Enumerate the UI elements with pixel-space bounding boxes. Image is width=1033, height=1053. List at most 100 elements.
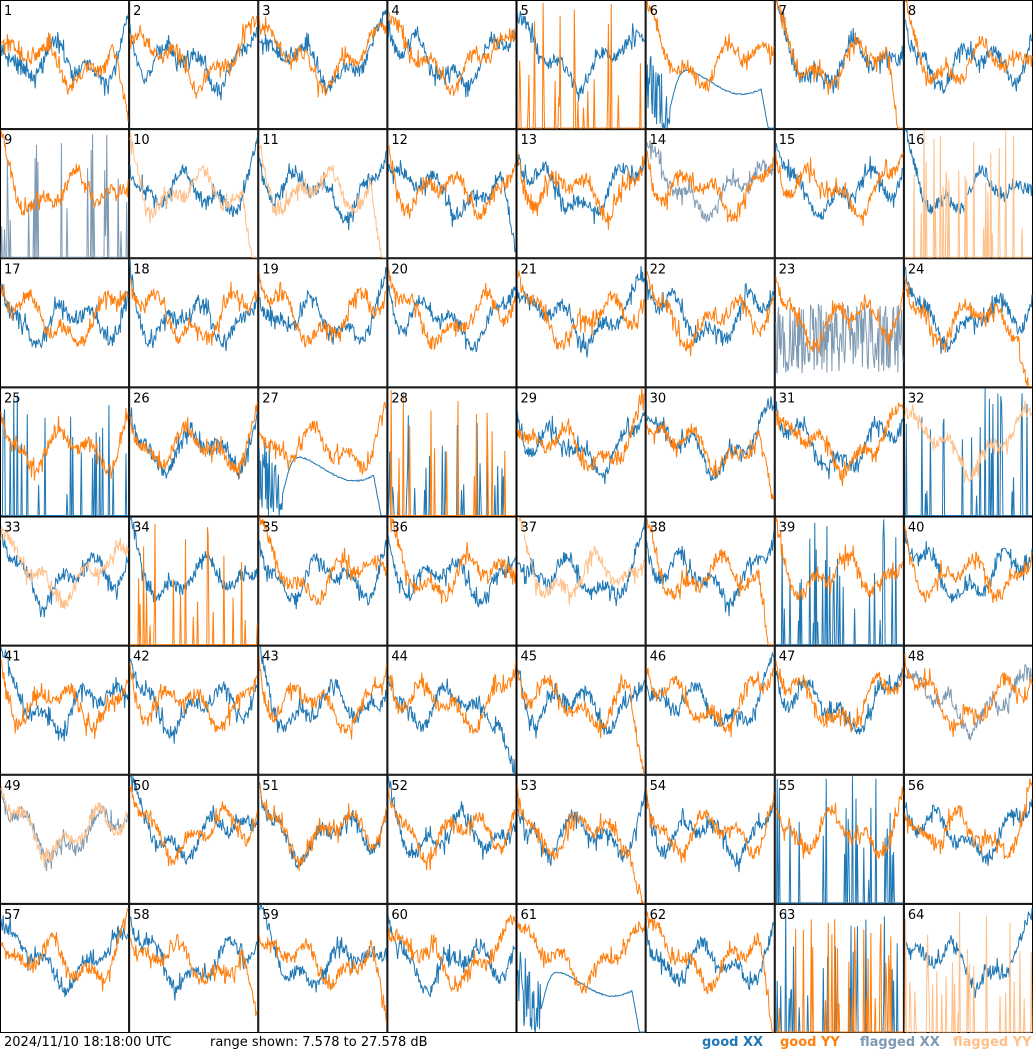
- panel-number: 43: [262, 650, 279, 665]
- yy-series-line: [0, 407, 129, 481]
- panel-39: 39: [774, 516, 904, 646]
- xx-series-line: [258, 442, 387, 516]
- yy-series-line: [387, 661, 516, 734]
- yy-series-line: [904, 526, 1033, 603]
- panel-frame: [516, 903, 646, 1033]
- panel-number: 60: [391, 908, 408, 923]
- xx-series-line: [129, 517, 258, 604]
- yy-series-line: [388, 11, 516, 96]
- panel-number: 21: [521, 262, 538, 277]
- panel-number: 49: [4, 779, 21, 794]
- panel-number: 61: [521, 908, 538, 923]
- panel-5: 5: [516, 0, 646, 130]
- panel-64: 64: [903, 903, 1033, 1033]
- panel-number: 25: [4, 391, 21, 406]
- panel-19: 19: [258, 258, 388, 388]
- yy-series-line: [130, 523, 258, 646]
- panel-56: 56: [903, 774, 1033, 904]
- xx-series-line: [258, 267, 387, 346]
- xx-series-line: [259, 9, 387, 95]
- yy-series-line: [775, 660, 904, 733]
- yy-series-line: [258, 401, 387, 476]
- panel-number: 41: [4, 650, 21, 665]
- xx-series-line: [904, 266, 1033, 355]
- panel-frame: [129, 129, 259, 259]
- panel-number: 27: [262, 391, 279, 406]
- panel-number: 52: [391, 779, 408, 794]
- panel-number: 55: [779, 779, 796, 794]
- xx-series-line: [775, 667, 904, 735]
- panel-frame: [387, 774, 517, 904]
- panel-frame: [0, 645, 130, 775]
- panel-7: 7: [774, 0, 904, 130]
- panel-frame: [645, 387, 775, 517]
- panel-48: 48: [903, 645, 1033, 775]
- panel-12: 12: [387, 129, 517, 259]
- panel-30: 30: [645, 387, 775, 517]
- panel-number: 3: [262, 4, 270, 19]
- panel-number: 17: [4, 262, 21, 277]
- yy-series-line: [0, 907, 129, 992]
- panel-32: 32: [903, 387, 1033, 517]
- xx-series-line: [258, 904, 387, 993]
- xx-series-line: [904, 388, 1032, 516]
- yy-series-line: [258, 143, 387, 258]
- panel-36: 36: [387, 516, 517, 646]
- panel-1: 1: [0, 0, 130, 130]
- yy-series-line: [775, 0, 903, 129]
- panel-46: 46: [645, 645, 775, 775]
- panel-41: 41: [0, 645, 130, 775]
- panel-number: 38: [650, 521, 667, 536]
- yy-series-line: [129, 785, 258, 867]
- xx-series-line: [775, 519, 903, 646]
- panel-52: 52: [387, 774, 517, 904]
- yy-series-line: [904, 0, 1033, 87]
- xx-series-line: [0, 14, 129, 96]
- panel-13: 13: [516, 129, 646, 259]
- panel-17: 17: [0, 258, 130, 388]
- yy-series-line: [904, 400, 1033, 484]
- yy-series-line: [775, 152, 904, 226]
- yy-series-line: [904, 130, 1032, 258]
- xx-series-line: [387, 20, 516, 98]
- yy-series-line: [904, 277, 1032, 387]
- panel-number: 16: [908, 133, 925, 148]
- yy-series-line: [517, 2, 645, 129]
- yy-series-line: [517, 920, 646, 994]
- panel-34: 34: [129, 516, 259, 646]
- panel-3: 3: [258, 0, 388, 130]
- xx-series-line: [387, 160, 516, 253]
- panel-29: 29: [516, 387, 646, 517]
- yy-series-line: [387, 914, 516, 993]
- panel-number: 35: [262, 521, 279, 536]
- yy-series-line: [129, 933, 258, 1017]
- panel-frame: [387, 903, 517, 1033]
- yy-series-line: [258, 16, 387, 98]
- panel-number: 5: [521, 4, 529, 19]
- panel-number: 1: [4, 4, 12, 19]
- xx-series-line: [0, 787, 129, 872]
- panel-frame: [903, 516, 1033, 646]
- yy-series-line: [0, 526, 129, 610]
- panel-28: 28: [387, 387, 517, 517]
- panel-21: 21: [516, 258, 646, 388]
- legend-good-yy: good YY: [780, 1035, 840, 1050]
- panel-frame: [516, 774, 646, 904]
- panel-frame: [645, 516, 775, 646]
- panel-number: 24: [908, 262, 925, 277]
- panel-frame: [0, 903, 130, 1033]
- panel-number: 37: [521, 521, 538, 536]
- yy-series-line: [646, 667, 775, 738]
- xx-series-line: [129, 137, 258, 218]
- yy-series-line: [646, 420, 775, 500]
- yy-series-line: [129, 132, 258, 258]
- xx-series-line: [904, 528, 1033, 603]
- yy-series-line: [646, 518, 774, 646]
- yy-series-line: [0, 786, 129, 869]
- yy-series-line: [904, 911, 1033, 1033]
- panel-number: 62: [650, 908, 667, 923]
- xx-series-line: [0, 646, 129, 742]
- panel-number: 57: [4, 908, 21, 923]
- panel-31: 31: [774, 387, 904, 517]
